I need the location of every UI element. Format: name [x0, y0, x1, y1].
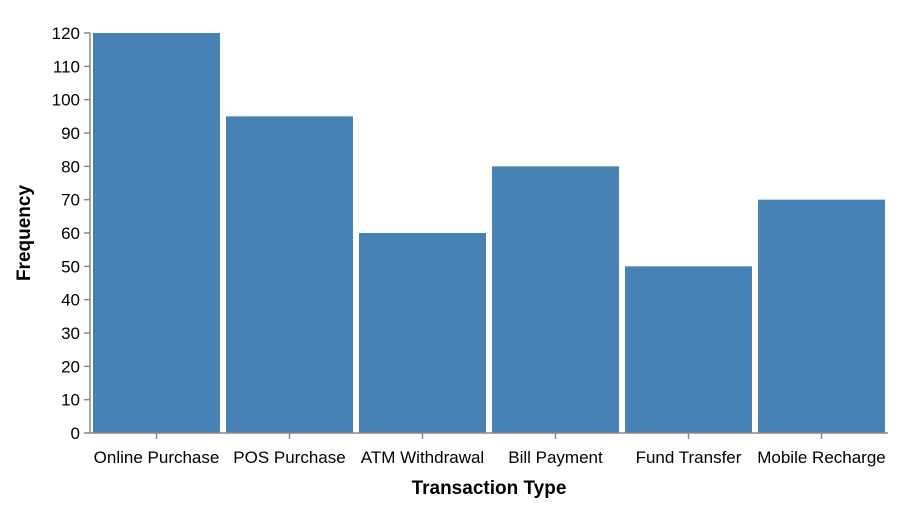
- y-tick-label: 80: [61, 157, 80, 176]
- bars-group: [93, 33, 885, 434]
- x-tick-label: Fund Transfer: [636, 448, 742, 467]
- x-tick-label: Online Purchase: [94, 448, 220, 467]
- y-tick-label: 60: [61, 224, 80, 243]
- bar-online-purchase: [93, 33, 220, 433]
- bar-bill-payment: [492, 166, 619, 434]
- y-tick-label: 0: [71, 424, 80, 443]
- x-tick-label: Bill Payment: [508, 448, 603, 467]
- y-axis: 0 10 20 30 40 50 60 70 80 90 100 110 120: [52, 24, 91, 443]
- bar-fund-transfer: [625, 266, 752, 433]
- bar-atm-withdrawal: [359, 233, 486, 433]
- y-tick-label: 10: [61, 391, 80, 410]
- bar-pos-purchase: [226, 116, 353, 433]
- x-tick-label: POS Purchase: [233, 448, 345, 467]
- y-tick-label: 90: [61, 124, 80, 143]
- x-axis-title: Transaction Type: [412, 478, 567, 499]
- y-axis-title: Frequency: [14, 185, 35, 282]
- y-tick-label: 40: [61, 291, 80, 310]
- x-axis: Online Purchase POS Purchase ATM Withdrawa…: [90, 432, 888, 467]
- y-tick-label: 30: [61, 324, 80, 343]
- bar-mobile-recharge: [758, 199, 885, 433]
- y-tick-label: 100: [52, 91, 80, 110]
- y-tick-label: 70: [61, 191, 80, 210]
- y-tick-label: 110: [53, 57, 80, 76]
- x-tick-label: Mobile Recharge: [757, 448, 886, 467]
- x-tick-label: ATM Withdrawal: [361, 448, 484, 467]
- y-tick-label: 50: [61, 257, 80, 276]
- y-tick-label: 20: [61, 357, 80, 376]
- y-tick-label: 120: [52, 24, 80, 43]
